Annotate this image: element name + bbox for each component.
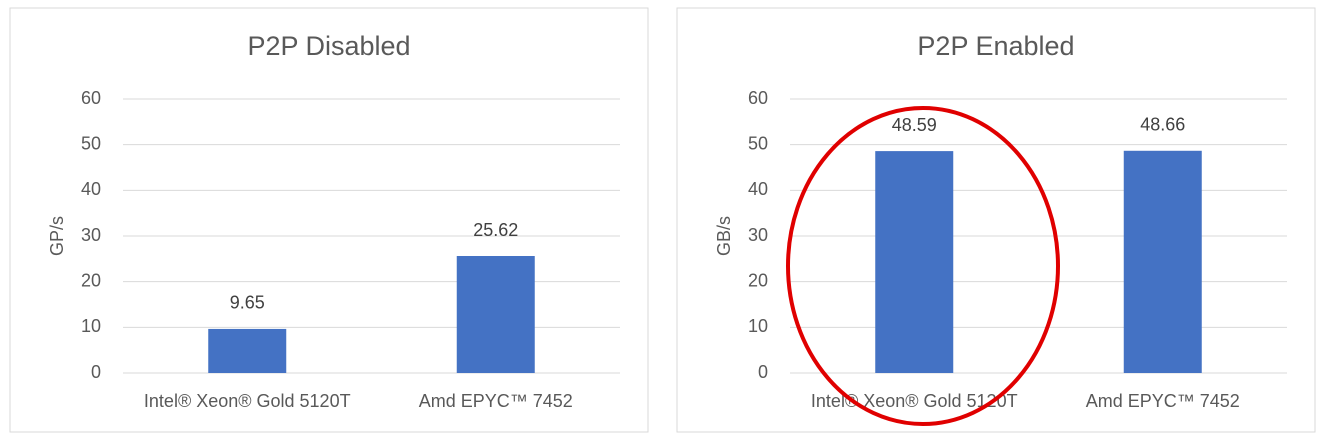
y-tick-label: 10 — [748, 316, 768, 336]
y-tick-label: 50 — [81, 133, 101, 153]
y-tick-label: 40 — [81, 179, 101, 199]
y-tick-label: 60 — [748, 88, 768, 108]
y-tick-label: 0 — [91, 362, 101, 382]
y-tick-label: 50 — [748, 133, 768, 153]
chart-title: P2P Enabled — [917, 31, 1074, 61]
chart-title: P2P Disabled — [247, 31, 410, 61]
y-tick-label: 60 — [81, 88, 101, 108]
bar — [208, 328, 287, 373]
y-tick-label: 20 — [748, 270, 768, 290]
y-tick-label: 40 — [748, 179, 768, 199]
panel — [9, 7, 649, 433]
value-label: 48.59 — [892, 115, 937, 135]
bar — [875, 151, 954, 373]
y-tick-label: 30 — [748, 225, 768, 245]
x-tick-label: Amd EPYC™ 7452 — [419, 391, 573, 411]
bar — [1123, 150, 1202, 373]
value-label: 25.62 — [473, 220, 518, 240]
value-label: 48.66 — [1140, 115, 1185, 135]
value-label: 9.65 — [230, 293, 265, 313]
bar — [456, 256, 535, 373]
y-tick-label: 0 — [758, 362, 768, 382]
x-tick-label: Amd EPYC™ 7452 — [1086, 391, 1240, 411]
y-tick-label: 10 — [81, 316, 101, 336]
y-tick-label: 20 — [81, 270, 101, 290]
highlight-ellipse — [786, 106, 1060, 426]
y-axis-title: GB/s — [714, 216, 734, 256]
y-axis-title: GP/s — [47, 216, 67, 256]
x-tick-label: Intel® Xeon® Gold 5120T — [144, 391, 351, 411]
y-tick-label: 30 — [81, 225, 101, 245]
panel — [676, 7, 1316, 433]
